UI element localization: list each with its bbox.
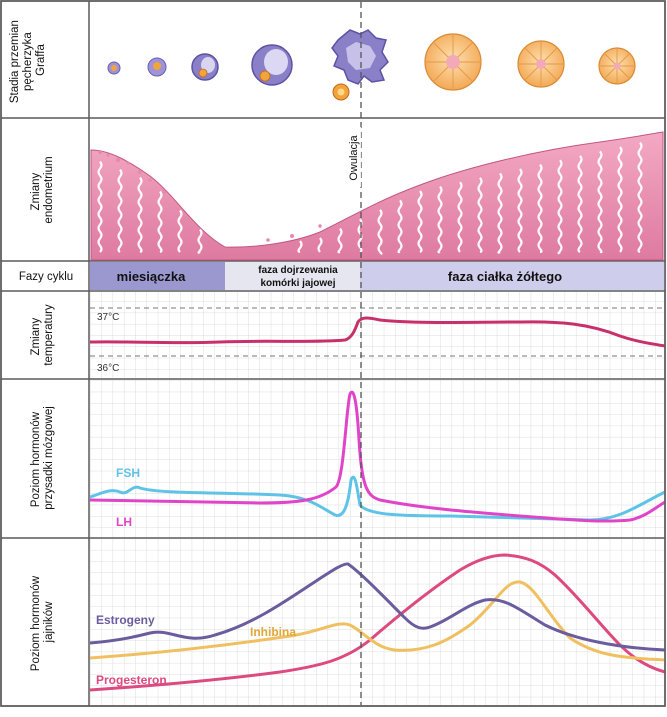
follicle-stages: [107, 29, 636, 101]
endometrial-gland: [637, 141, 643, 254]
follicle-row-label: Stadia przemian pęcherzyka Graffa: [9, 17, 47, 103]
endometrial-gland: [597, 150, 603, 254]
ovarian-row-label: Poziom hormonów jajników: [30, 573, 55, 671]
endometrial-gland: [497, 172, 503, 254]
estrogen-label: Estrogeny: [96, 613, 155, 627]
ovarian-chart: Estrogeny Inhibina Progesteron: [89, 553, 666, 692]
primordial-follicle-illustration: [107, 61, 121, 75]
primary-follicle-illustration: [147, 57, 167, 77]
menstruation-phase-band: [90, 262, 225, 290]
luteal-phase-label: faza ciałka żółtego: [448, 269, 562, 284]
progesterone-curve: [89, 553, 666, 692]
follicular-phase-label-line2: komórki jajowej: [260, 278, 335, 289]
corpus-luteum-mid-illustration: [517, 40, 565, 88]
endometrial-gland: [97, 160, 103, 253]
pituitary-row-label: Poziom hormonów przysadki mózgowej: [30, 406, 55, 510]
endometrial-gland: [457, 181, 463, 253]
endometrial-gland: [197, 228, 203, 254]
endometrial-gland: [557, 159, 563, 255]
endometrial-gland: [577, 155, 583, 253]
endometrial-gland: [517, 168, 523, 253]
lh-curve: [89, 390, 666, 523]
endometrial-gland: [537, 163, 543, 254]
menstruation-phase-label: miesiączka: [117, 269, 186, 284]
fsh-label: FSH: [116, 466, 140, 480]
endometrial-gland: [157, 190, 163, 254]
endometrial-gland: [617, 146, 623, 253]
temperature-37-label: 37°C: [97, 312, 119, 323]
ovarian-grid: [90, 539, 665, 705]
lh-label: LH: [116, 515, 132, 529]
progesterone-label: Progesteron: [96, 673, 167, 687]
inhibin-curve: [89, 580, 666, 662]
follicular-phase-label: faza dojrzewania: [258, 265, 338, 276]
temperature-36-label: 36°C: [97, 363, 119, 374]
pituitary-grid: [90, 380, 665, 537]
endometrial-gland: [477, 177, 483, 254]
endometrial-gland: [317, 237, 323, 253]
endometrial-gland: [417, 190, 423, 253]
temperature-chart: 37°C 36°C: [89, 307, 666, 374]
corpus-luteum-early-illustration: [424, 33, 482, 91]
endometrial-gland: [137, 176, 143, 254]
luteal-phase-band: [360, 262, 665, 290]
endometrial-gland: [337, 227, 343, 254]
pituitary-chart: FSH LH: [89, 390, 666, 529]
endometrial-gland: [397, 199, 403, 254]
follicular-phase-band: [225, 262, 360, 290]
endometrium-illustration: [90, 131, 664, 261]
endometrial-gland: [117, 168, 123, 253]
corpus-luteum-late-illustration: [598, 47, 636, 85]
temperature-row-label: Zmiany temperatury: [30, 304, 55, 366]
ruptured-follicle-illustration: [331, 29, 389, 101]
endometrium-row-label: Zmiany endometrium: [30, 156, 55, 223]
inhibin-label: Inhibina: [250, 625, 296, 639]
endometrial-gland: [377, 209, 383, 255]
endometrial-gland: [437, 185, 443, 254]
endometrial-gland: [177, 209, 183, 253]
ovulation-label: Owulacja: [348, 135, 360, 181]
tertiary-follicle-illustration: [251, 44, 293, 86]
temperature-curve: [89, 316, 666, 348]
phases-row-label: Fazy cyklu: [19, 271, 73, 283]
endometrial-gland: [297, 240, 303, 254]
secondary-follicle-illustration: [191, 53, 219, 81]
estrogen-curve: [89, 562, 666, 652]
temperature-grid: [90, 292, 665, 378]
